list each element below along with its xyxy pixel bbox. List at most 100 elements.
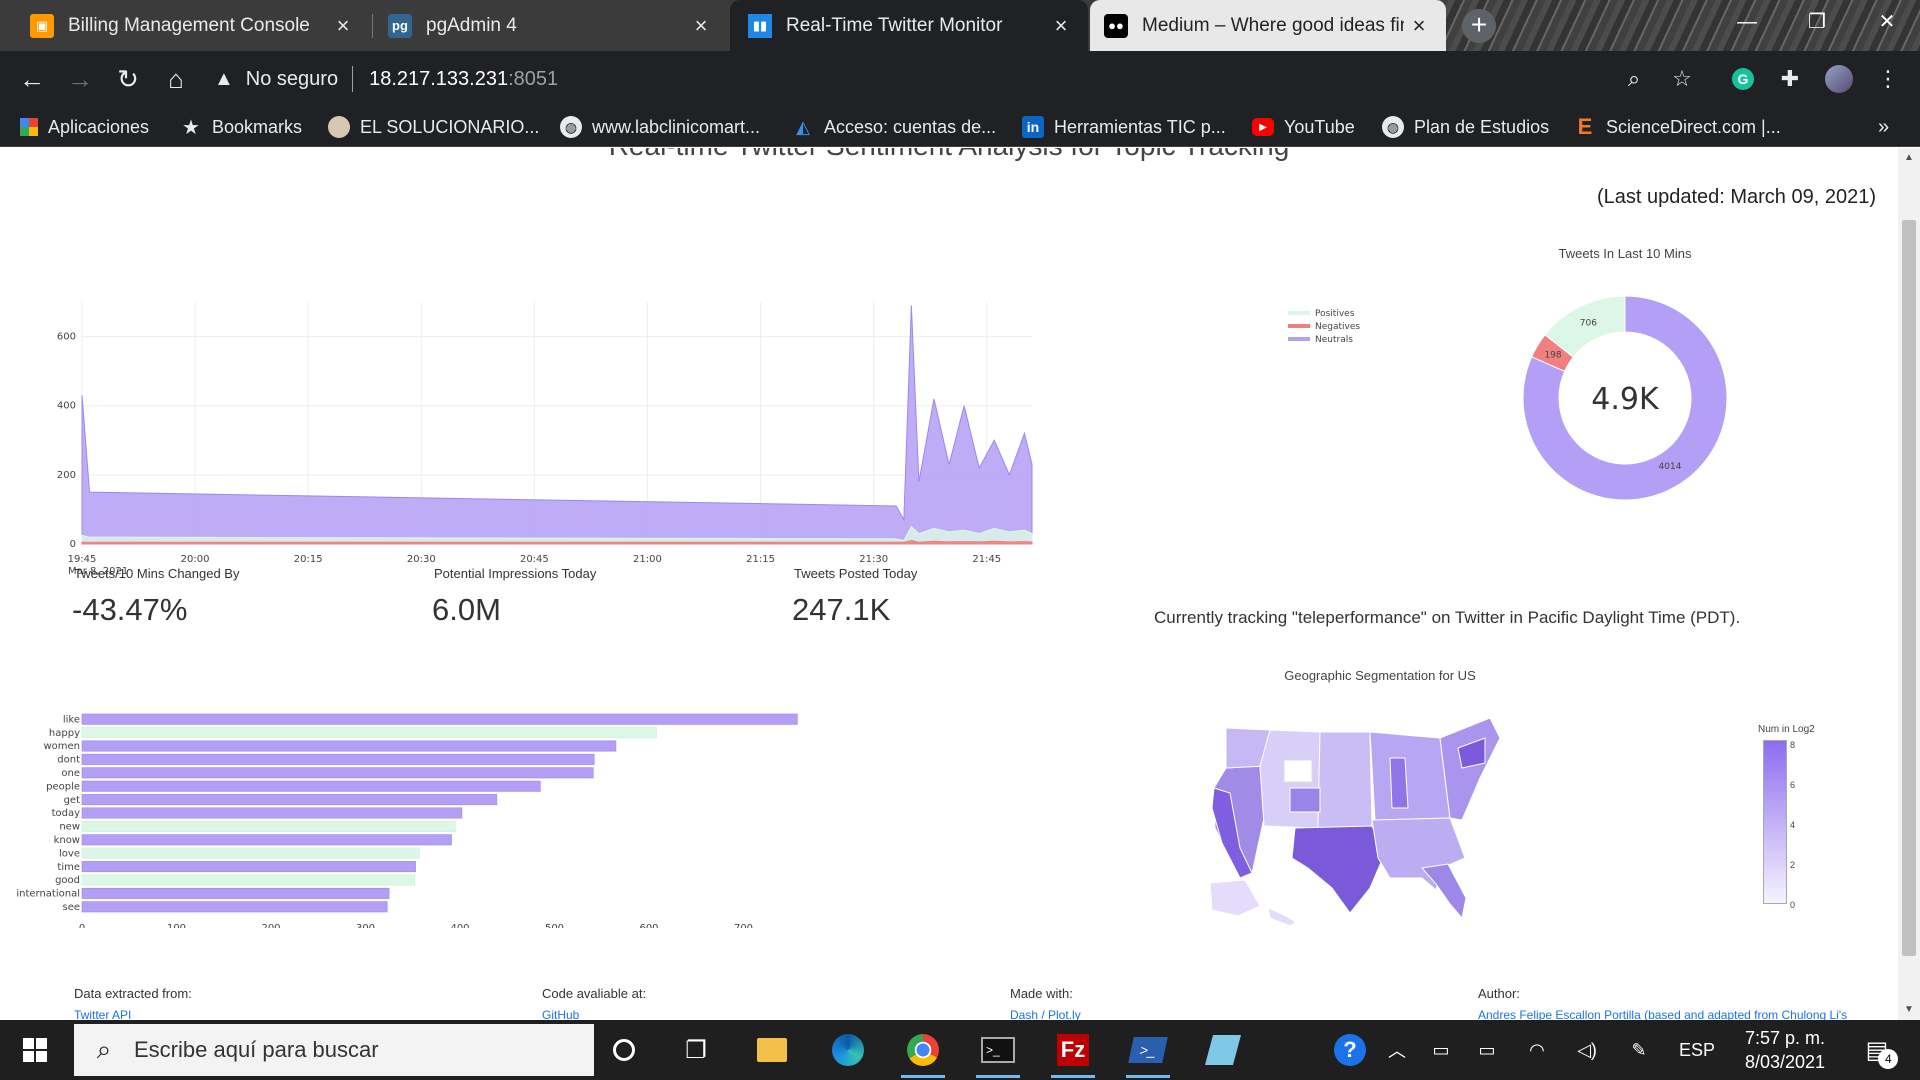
bookmark-herramientas[interactable]: in Herramientas TIC p... (1022, 113, 1226, 141)
reload-icon[interactable]: ↻ (117, 63, 139, 94)
new-tab-button[interactable]: + (1462, 9, 1496, 43)
footer-twitter-api-link[interactable]: Twitter API (74, 1008, 132, 1020)
notification-center-button[interactable]: ▤ 4 (1852, 1020, 1902, 1080)
bookmarks-overflow-button[interactable]: » (1878, 115, 1890, 138)
home-icon[interactable]: ⌂ (168, 63, 184, 94)
donut-slice-positives[interactable] (1544, 295, 1626, 358)
address-bar[interactable]: ▲ No seguro 18.217.133.231:8051 (214, 59, 1714, 99)
tray-chevron-up-icon[interactable]: ︿ (1388, 1041, 1406, 1061)
powershell-icon[interactable]: >_ (1118, 1026, 1178, 1078)
bar-international[interactable] (81, 887, 390, 899)
tweets-donut-chart[interactable]: 4014 198 706 4.9K (1500, 273, 1750, 523)
taskbar-search-box[interactable]: ⌕ Escribe aquí para buscar (74, 1024, 594, 1076)
bar-see[interactable] (81, 901, 388, 913)
bar-good[interactable] (81, 874, 415, 886)
bar-women[interactable] (81, 740, 617, 752)
close-icon[interactable]: × (1054, 12, 1068, 38)
footer-dash-link[interactable]: Dash / Plot.ly (1010, 1008, 1081, 1020)
back-arrow-icon[interactable]: ← (19, 63, 45, 94)
volume-icon[interactable]: ◁) (1577, 1039, 1597, 1060)
bookmark-star-icon[interactable]: ☆ (1672, 66, 1692, 91)
legend-label-neutrals[interactable]: Neutrals (1315, 335, 1353, 345)
restore-button[interactable]: ❐ (1808, 11, 1826, 33)
security-label[interactable]: No seguro (245, 67, 339, 90)
zoom-icon[interactable]: ⌕ (1627, 66, 1641, 91)
bookmark-azure[interactable]: ◭ Acceso: cuentas de... (792, 113, 996, 141)
tab-medium[interactable]: ●● Medium – Where good ideas find × (1090, 0, 1446, 51)
area-neutrals (81, 305, 1033, 545)
language-indicator[interactable]: ESP (1678, 1039, 1716, 1060)
help-icon[interactable]: ? (1330, 1020, 1370, 1080)
kebab-menu-icon[interactable]: ⋮ (1877, 66, 1899, 91)
tab-twitter-monitor[interactable]: ▮▮ Real-Time Twitter Monitor × (730, 0, 1088, 51)
legend-label-negatives[interactable]: Negatives (1315, 322, 1360, 332)
bookmark-bookmarks[interactable]: ★ Bookmarks (180, 113, 302, 141)
bookmark-sciencedirect[interactable]: E ScienceDirect.com |... (1574, 113, 1781, 141)
url-port[interactable]: :8051 (508, 67, 559, 90)
notification-icon: ▤ 4 (1866, 1036, 1899, 1069)
bar-happy[interactable] (81, 727, 657, 739)
profile-avatar[interactable] (1823, 63, 1855, 95)
taskbar-clock[interactable]: 7:57 p. m. 8/03/2021 (1730, 1026, 1840, 1074)
timeseries-legend[interactable]: Positives Negatives Neutrals (1288, 309, 1360, 345)
bookmark-label: Herramientas TIC p... (1054, 116, 1226, 137)
us-map-states (1209, 717, 1501, 927)
close-icon[interactable]: × (694, 12, 708, 38)
scroll-down-arrow-icon[interactable]: ▼ (1904, 1004, 1914, 1015)
bar-category-label: one (61, 768, 80, 779)
close-icon[interactable]: × (336, 12, 350, 38)
x-tick-label: 20:15 (294, 554, 323, 565)
sentiment-timeseries-chart[interactable]: 0 200 400 600 19:45 20:00 20:15 20:30 20:45 21:0… (40, 288, 1400, 588)
meet-now-icon[interactable]: ▭ (1432, 1039, 1450, 1060)
scrollbar-thumb[interactable] (1902, 220, 1916, 956)
bar-get[interactable] (81, 794, 498, 806)
grammarly-icon[interactable]: G (1727, 63, 1759, 95)
forward-arrow-icon[interactable]: → (67, 63, 93, 94)
legend-label-positives[interactable]: Positives (1315, 309, 1355, 319)
chrome-icon[interactable] (893, 1026, 953, 1078)
us-choropleth-map[interactable] (1200, 708, 1540, 928)
wifi-icon[interactable]: ◠ (1529, 1039, 1545, 1060)
bar-people[interactable] (81, 780, 541, 792)
footer-author-link[interactable]: Andres Felipe Escallon Portilla (based a… (1478, 1008, 1848, 1020)
bookmark-solucionario[interactable]: EL SOLUCIONARIO... (328, 113, 539, 141)
minimize-button[interactable]: — (1737, 11, 1757, 33)
bar-like[interactable] (81, 713, 798, 725)
url-host[interactable]: 18.217.133.231 (369, 67, 509, 90)
window-close-button[interactable]: ✕ (1878, 11, 1896, 33)
filezilla-icon[interactable]: Fz (1043, 1026, 1103, 1078)
terminal-icon[interactable]: >_ (968, 1026, 1028, 1078)
warning-triangle-icon[interactable]: ▲ (214, 67, 234, 90)
bookmark-apps[interactable]: Aplicaciones (20, 113, 149, 141)
bookmark-label: Aplicaciones (48, 116, 150, 137)
bar-one[interactable] (81, 767, 594, 779)
pen-icon[interactable]: ✎ (1631, 1039, 1647, 1060)
bar-category-label: know (54, 835, 80, 846)
task-view-icon[interactable]: ❐ (685, 1036, 707, 1064)
close-icon[interactable]: × (1412, 12, 1426, 38)
bookmark-labclinico[interactable]: ◍ www.labclinicomart... (560, 113, 760, 141)
bar-today[interactable] (81, 807, 463, 819)
bar-dont[interactable] (81, 753, 595, 765)
footer-github-link[interactable]: GitHub (542, 1008, 580, 1020)
scroll-up-arrow-icon[interactable]: ▲ (1904, 152, 1914, 163)
edge-icon[interactable] (818, 1026, 878, 1074)
bar-time[interactable] (81, 861, 416, 873)
start-button[interactable] (0, 1020, 70, 1080)
extensions-puzzle-icon[interactable]: ✚ (1780, 66, 1800, 91)
battery-icon[interactable]: ▭ (1478, 1039, 1496, 1060)
file-explorer-icon[interactable] (742, 1026, 802, 1074)
tab-billing[interactable]: ▣ Billing Management Console × (0, 0, 370, 51)
bar-know[interactable] (81, 834, 452, 846)
bar-love[interactable] (81, 847, 420, 859)
cortana-icon[interactable] (594, 1026, 654, 1074)
bookmark-youtube[interactable]: ▶ YouTube (1252, 113, 1355, 141)
tab-pgadmin[interactable]: pg pgAdmin 4 × (374, 0, 728, 51)
metric-change-value: -43.47% (72, 592, 188, 627)
notepad-icon[interactable] (1193, 1026, 1253, 1074)
page-scrollbar[interactable]: ▲ ▼ (1898, 148, 1920, 1020)
bookmark-plan-estudios[interactable]: ◍ Plan de Estudios (1382, 113, 1549, 141)
bar-new[interactable] (81, 820, 456, 832)
donut-slice-neutrals[interactable] (1522, 295, 1728, 501)
word-frequency-bar-chart[interactable]: like happy women dont one people get today new kn… (0, 708, 860, 928)
